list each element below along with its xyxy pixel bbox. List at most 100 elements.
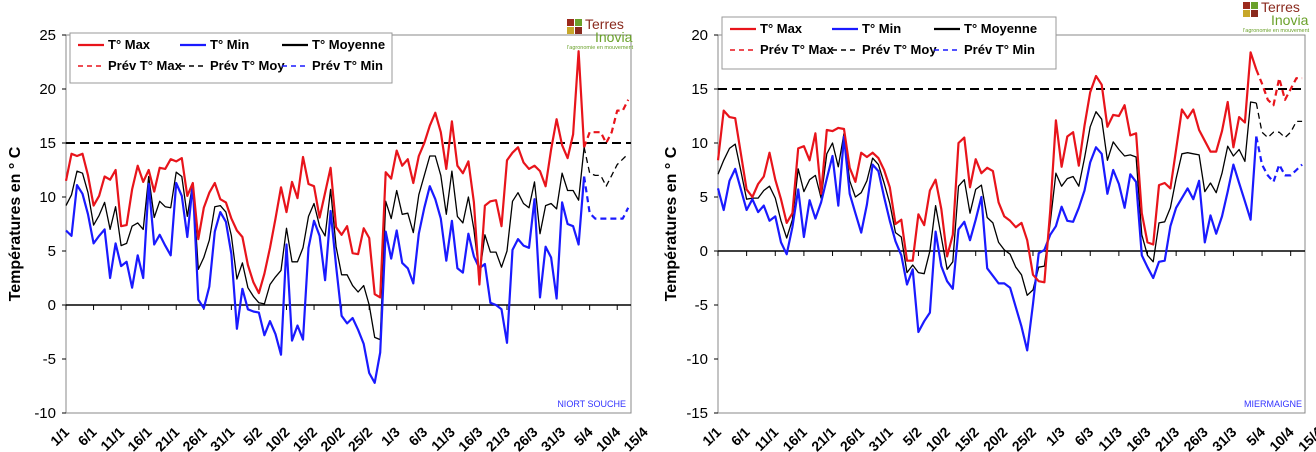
series-line-pr-v-t-min — [1255, 136, 1303, 183]
logo-square — [567, 27, 574, 34]
x-tick-label: 1/1 — [47, 424, 72, 449]
y-tick-label: -10 — [686, 351, 708, 368]
legend-label: Prév T° Max — [760, 42, 835, 57]
logo-tagline: l'agronomie en mouvement — [1243, 28, 1310, 34]
legend-label: T° Min — [862, 21, 901, 36]
series-line-pr-v-t-max — [1255, 69, 1303, 107]
x-tick-label: 26/3 — [1180, 424, 1211, 452]
y-tick-label: 25 — [39, 27, 56, 44]
y-tick-label: 15 — [691, 81, 708, 98]
y-tick-label: -10 — [34, 405, 56, 422]
logo-square — [1243, 10, 1250, 17]
x-tick-label: 16/3 — [1123, 424, 1154, 452]
x-tick-label: 6/1 — [75, 424, 100, 449]
x-tick-label: 15/4 — [620, 424, 651, 452]
x-tick-label: 6/3 — [405, 424, 430, 449]
x-tick-label: 16/1 — [124, 424, 155, 452]
y-tick-label: 20 — [691, 27, 708, 44]
y-tick-label: 10 — [39, 189, 56, 206]
x-tick-label: 10/2 — [923, 424, 954, 452]
legend-label: Prév T° Moy — [210, 58, 285, 73]
legend-label: Prév T° Min — [312, 58, 383, 73]
x-tick-label: 25/2 — [1009, 424, 1040, 452]
series-line-pr-v-t-moy — [1255, 102, 1303, 139]
station-label: MIERMAIGNE — [1244, 399, 1302, 409]
x-tick-label: 21/1 — [152, 424, 183, 452]
x-tick-label: 25/2 — [345, 424, 376, 452]
x-tick-label: 5/2 — [240, 424, 265, 449]
x-tick-label: 15/2 — [290, 424, 321, 452]
x-tick-label: 21/1 — [808, 424, 839, 452]
x-tick-label: 1/1 — [699, 424, 724, 449]
logo-square — [575, 19, 582, 26]
x-tick-label: 1/3 — [378, 424, 403, 449]
plot-frame — [65, 34, 632, 414]
logo-text-inovia: Inovia — [1271, 12, 1309, 28]
x-tick-label: 11/3 — [428, 424, 458, 452]
logo-square — [567, 19, 574, 26]
legend: T° Max T° Min T° Moyenne Prév T° Max Prév T°… — [69, 32, 393, 84]
x-tick-label: 10/4 — [1266, 424, 1297, 452]
logo-text-terres: Terres — [585, 16, 624, 32]
legend-box — [721, 16, 1057, 70]
legend-label: Prév T° Min — [964, 42, 1035, 57]
x-tick-label: 11/1 — [97, 424, 127, 452]
x-tick-label: 6/3 — [1071, 424, 1096, 449]
x-tick-label: 21/3 — [483, 424, 514, 452]
y-tick-label: 0 — [48, 297, 56, 314]
x-tick-label: 31/3 — [1209, 424, 1240, 452]
y-tick-label: 10 — [691, 135, 708, 152]
y-axis-label: Températures en ° C — [663, 146, 680, 301]
legend-label: T° Max — [760, 21, 803, 36]
y-tick-label: 15 — [39, 135, 56, 152]
series-line-t-moyenne — [65, 147, 585, 341]
legend-label: Prév T° Moy — [862, 42, 937, 57]
series-line-pr-v-t-min — [583, 176, 630, 220]
x-tick-label: 1/3 — [1043, 424, 1068, 449]
legend-label: T° Max — [108, 37, 151, 52]
x-tick-label: 5/2 — [899, 424, 924, 449]
x-tick-label: 31/1 — [865, 424, 896, 452]
logo-square — [1243, 2, 1250, 9]
legend-label: Prév T° Max — [108, 58, 183, 73]
x-tick-label: 26/3 — [510, 424, 541, 452]
x-tick-label: 11/3 — [1095, 424, 1125, 452]
x-tick-label: 16/3 — [455, 424, 486, 452]
series-line-t-min — [716, 135, 1258, 352]
x-tick-label: 21/3 — [1152, 424, 1183, 452]
logo-square — [1251, 2, 1258, 9]
logo-text-inovia: Inovia — [595, 29, 633, 45]
x-tick-label: 15/2 — [951, 424, 982, 452]
series-line-t-max — [64, 50, 586, 299]
x-tick-label: 20/2 — [317, 424, 348, 452]
x-tick-label: 15/4 — [1295, 424, 1316, 452]
x-tick-label: 10/2 — [262, 424, 293, 452]
series-line-pr-v-t-moy — [583, 147, 629, 187]
legend: T° Max T° Min T° Moyenne Prév T° Max Prév T°… — [721, 16, 1057, 70]
logo-square — [575, 27, 582, 34]
logo-tagline: l'agronomie en mouvement — [567, 45, 634, 51]
logo-text-terres: Terres — [1261, 0, 1300, 15]
x-tick-label: 6/1 — [728, 424, 753, 449]
x-tick-label: 31/1 — [207, 424, 238, 452]
series-line-t-moyenne — [717, 101, 1257, 296]
station-label: NIORT SOUCHE — [557, 399, 626, 409]
series-line-t-max — [716, 51, 1258, 284]
x-tick-label: 20/2 — [980, 424, 1011, 452]
y-tick-label: -5 — [43, 351, 56, 368]
x-tick-label: 5/4 — [1243, 424, 1268, 449]
x-tick-label: 11/1 — [751, 424, 781, 452]
x-tick-label: 16/1 — [779, 424, 810, 452]
x-tick-label: 31/3 — [538, 424, 569, 452]
x-tick-label: 26/1 — [837, 424, 868, 452]
y-tick-label: 5 — [700, 189, 708, 206]
legend-box — [69, 32, 393, 84]
legend-label: T° Min — [210, 37, 249, 52]
x-tick-label: 26/1 — [179, 424, 210, 452]
y-tick-label: 5 — [48, 243, 56, 260]
